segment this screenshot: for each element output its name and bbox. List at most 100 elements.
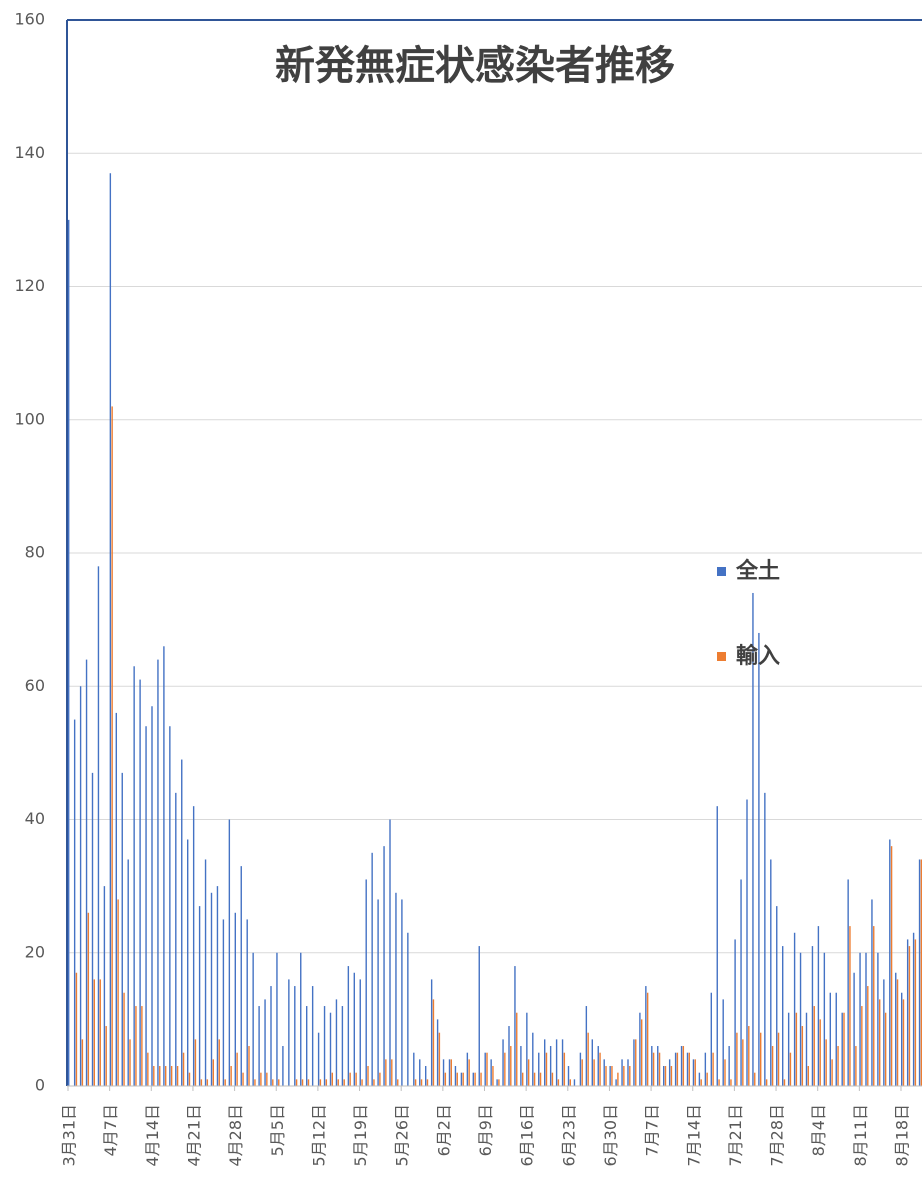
x-tick-label: 5月19日 xyxy=(351,1104,370,1167)
legend-swatch xyxy=(717,567,726,576)
bar xyxy=(748,1026,750,1086)
bar xyxy=(829,992,831,1086)
bar xyxy=(343,1079,345,1086)
bar xyxy=(266,1072,268,1086)
bar xyxy=(831,1059,833,1086)
bar xyxy=(99,979,101,1086)
bar xyxy=(807,1066,809,1086)
bar xyxy=(460,1072,463,1086)
bar xyxy=(448,1059,451,1086)
bar xyxy=(210,892,213,1086)
bar xyxy=(169,726,171,1086)
bar xyxy=(799,952,802,1086)
bar xyxy=(569,1079,571,1086)
bar xyxy=(361,1079,363,1086)
bar xyxy=(391,1059,393,1086)
bar xyxy=(859,952,861,1086)
bar xyxy=(129,1039,131,1086)
bar xyxy=(272,1079,274,1086)
bar xyxy=(611,1066,613,1086)
bar xyxy=(609,1066,611,1086)
bar xyxy=(192,806,195,1086)
bar xyxy=(81,1039,84,1086)
bar xyxy=(764,792,766,1086)
bar xyxy=(133,666,135,1086)
x-tick-label: 7月28日 xyxy=(768,1104,787,1167)
bar xyxy=(686,1052,689,1086)
x-tick-label: 6月2日 xyxy=(434,1104,453,1156)
bar xyxy=(97,566,100,1086)
bar xyxy=(385,1059,387,1086)
bar xyxy=(359,979,361,1086)
bar xyxy=(615,1079,617,1086)
bar xyxy=(688,1052,690,1086)
bar xyxy=(425,1066,427,1086)
bar xyxy=(724,1059,726,1086)
bar xyxy=(295,1079,298,1086)
bar xyxy=(474,1072,476,1086)
bar xyxy=(573,1079,576,1086)
bar xyxy=(270,986,272,1086)
bar xyxy=(109,173,112,1087)
bar xyxy=(218,1039,220,1086)
bar xyxy=(676,1052,679,1086)
bar xyxy=(373,1079,375,1086)
y-tick-label: 120 xyxy=(14,276,45,295)
bar xyxy=(760,1032,762,1086)
bar xyxy=(902,999,905,1086)
bar xyxy=(103,886,106,1086)
bar xyxy=(718,1079,720,1086)
bar xyxy=(629,1066,631,1086)
bar xyxy=(383,846,385,1086)
bar xyxy=(480,1072,482,1086)
bar xyxy=(730,1079,732,1086)
bar xyxy=(204,859,207,1086)
bar xyxy=(147,1052,149,1086)
bar xyxy=(111,406,113,1086)
bar xyxy=(170,1066,173,1086)
bar xyxy=(770,859,772,1086)
bar xyxy=(538,1052,540,1086)
bar xyxy=(365,879,367,1086)
x-tick-label: 5月26日 xyxy=(393,1104,412,1167)
bar xyxy=(603,1059,605,1086)
bar xyxy=(240,866,242,1086)
bar xyxy=(805,1012,808,1086)
bar xyxy=(300,952,302,1086)
bar xyxy=(504,1052,506,1086)
bar xyxy=(187,839,189,1086)
y-tick-label: 100 xyxy=(14,409,45,428)
bar xyxy=(420,1079,423,1086)
bar xyxy=(847,879,849,1086)
bar xyxy=(139,679,141,1086)
bar xyxy=(641,1019,643,1086)
bar xyxy=(646,992,649,1086)
bar xyxy=(698,1072,701,1086)
y-tick-label: 20 xyxy=(25,942,45,961)
bar xyxy=(502,1039,504,1086)
bar xyxy=(587,1032,589,1086)
bar xyxy=(657,1046,659,1086)
bar xyxy=(694,1059,696,1086)
bar xyxy=(379,1072,381,1086)
bar xyxy=(212,1059,214,1086)
bar xyxy=(335,999,338,1086)
bar xyxy=(585,1006,588,1086)
bar xyxy=(706,1072,708,1086)
x-tick-label: 8月11日 xyxy=(851,1104,870,1167)
bar xyxy=(73,719,76,1086)
bar xyxy=(849,926,851,1086)
x-tick-label: 6月16日 xyxy=(518,1104,537,1167)
bar xyxy=(668,1059,671,1086)
bar xyxy=(782,946,784,1086)
bar xyxy=(85,659,88,1086)
bar xyxy=(194,1039,197,1086)
bar xyxy=(436,1019,439,1086)
bar xyxy=(395,892,397,1086)
bar xyxy=(621,1059,623,1086)
bar xyxy=(914,939,917,1086)
x-tick-label: 4月14日 xyxy=(143,1104,162,1167)
bar xyxy=(597,1046,599,1086)
bar xyxy=(478,946,480,1086)
bar xyxy=(341,1006,344,1086)
